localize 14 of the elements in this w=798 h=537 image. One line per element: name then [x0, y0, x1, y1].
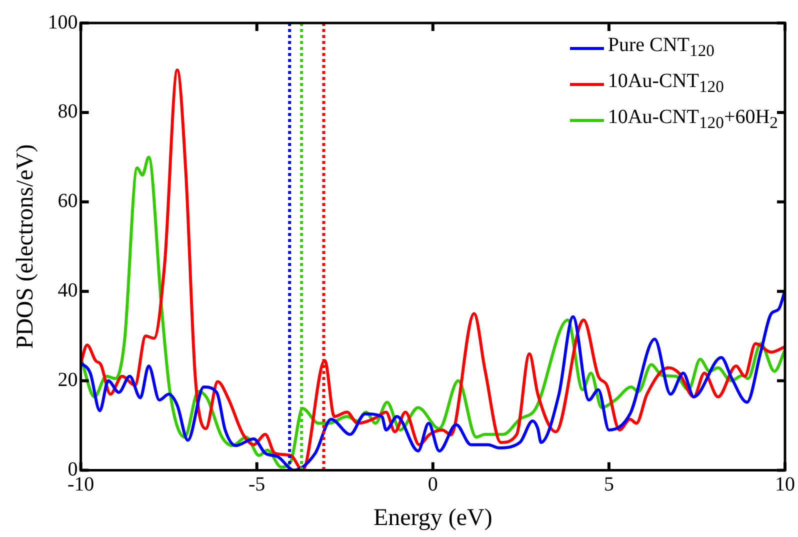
y-tick-label: 60: [58, 190, 78, 212]
x-tick-label: 5: [604, 473, 614, 496]
y-tick-label: 40: [58, 280, 78, 302]
legend-label: 10Au-CNT$_{120}$: [608, 69, 724, 98]
y-tick-label: 100: [48, 11, 78, 34]
x-tick-label: 0: [428, 473, 438, 496]
y-axis-title: PDOS (electrons/eV): [12, 144, 39, 349]
y-tick-label: 80: [58, 100, 78, 123]
y-tick-label: 20: [58, 369, 78, 392]
legend-label: Pure CNT$_{120}$: [608, 33, 714, 62]
x-axis-title: Energy (eV): [373, 504, 492, 531]
legend-label: 10Au-CNT$_{120}$+60H$_{2}$: [608, 105, 778, 134]
x-tick-label: 10: [775, 473, 795, 496]
x-tick-label: -5: [248, 473, 266, 496]
